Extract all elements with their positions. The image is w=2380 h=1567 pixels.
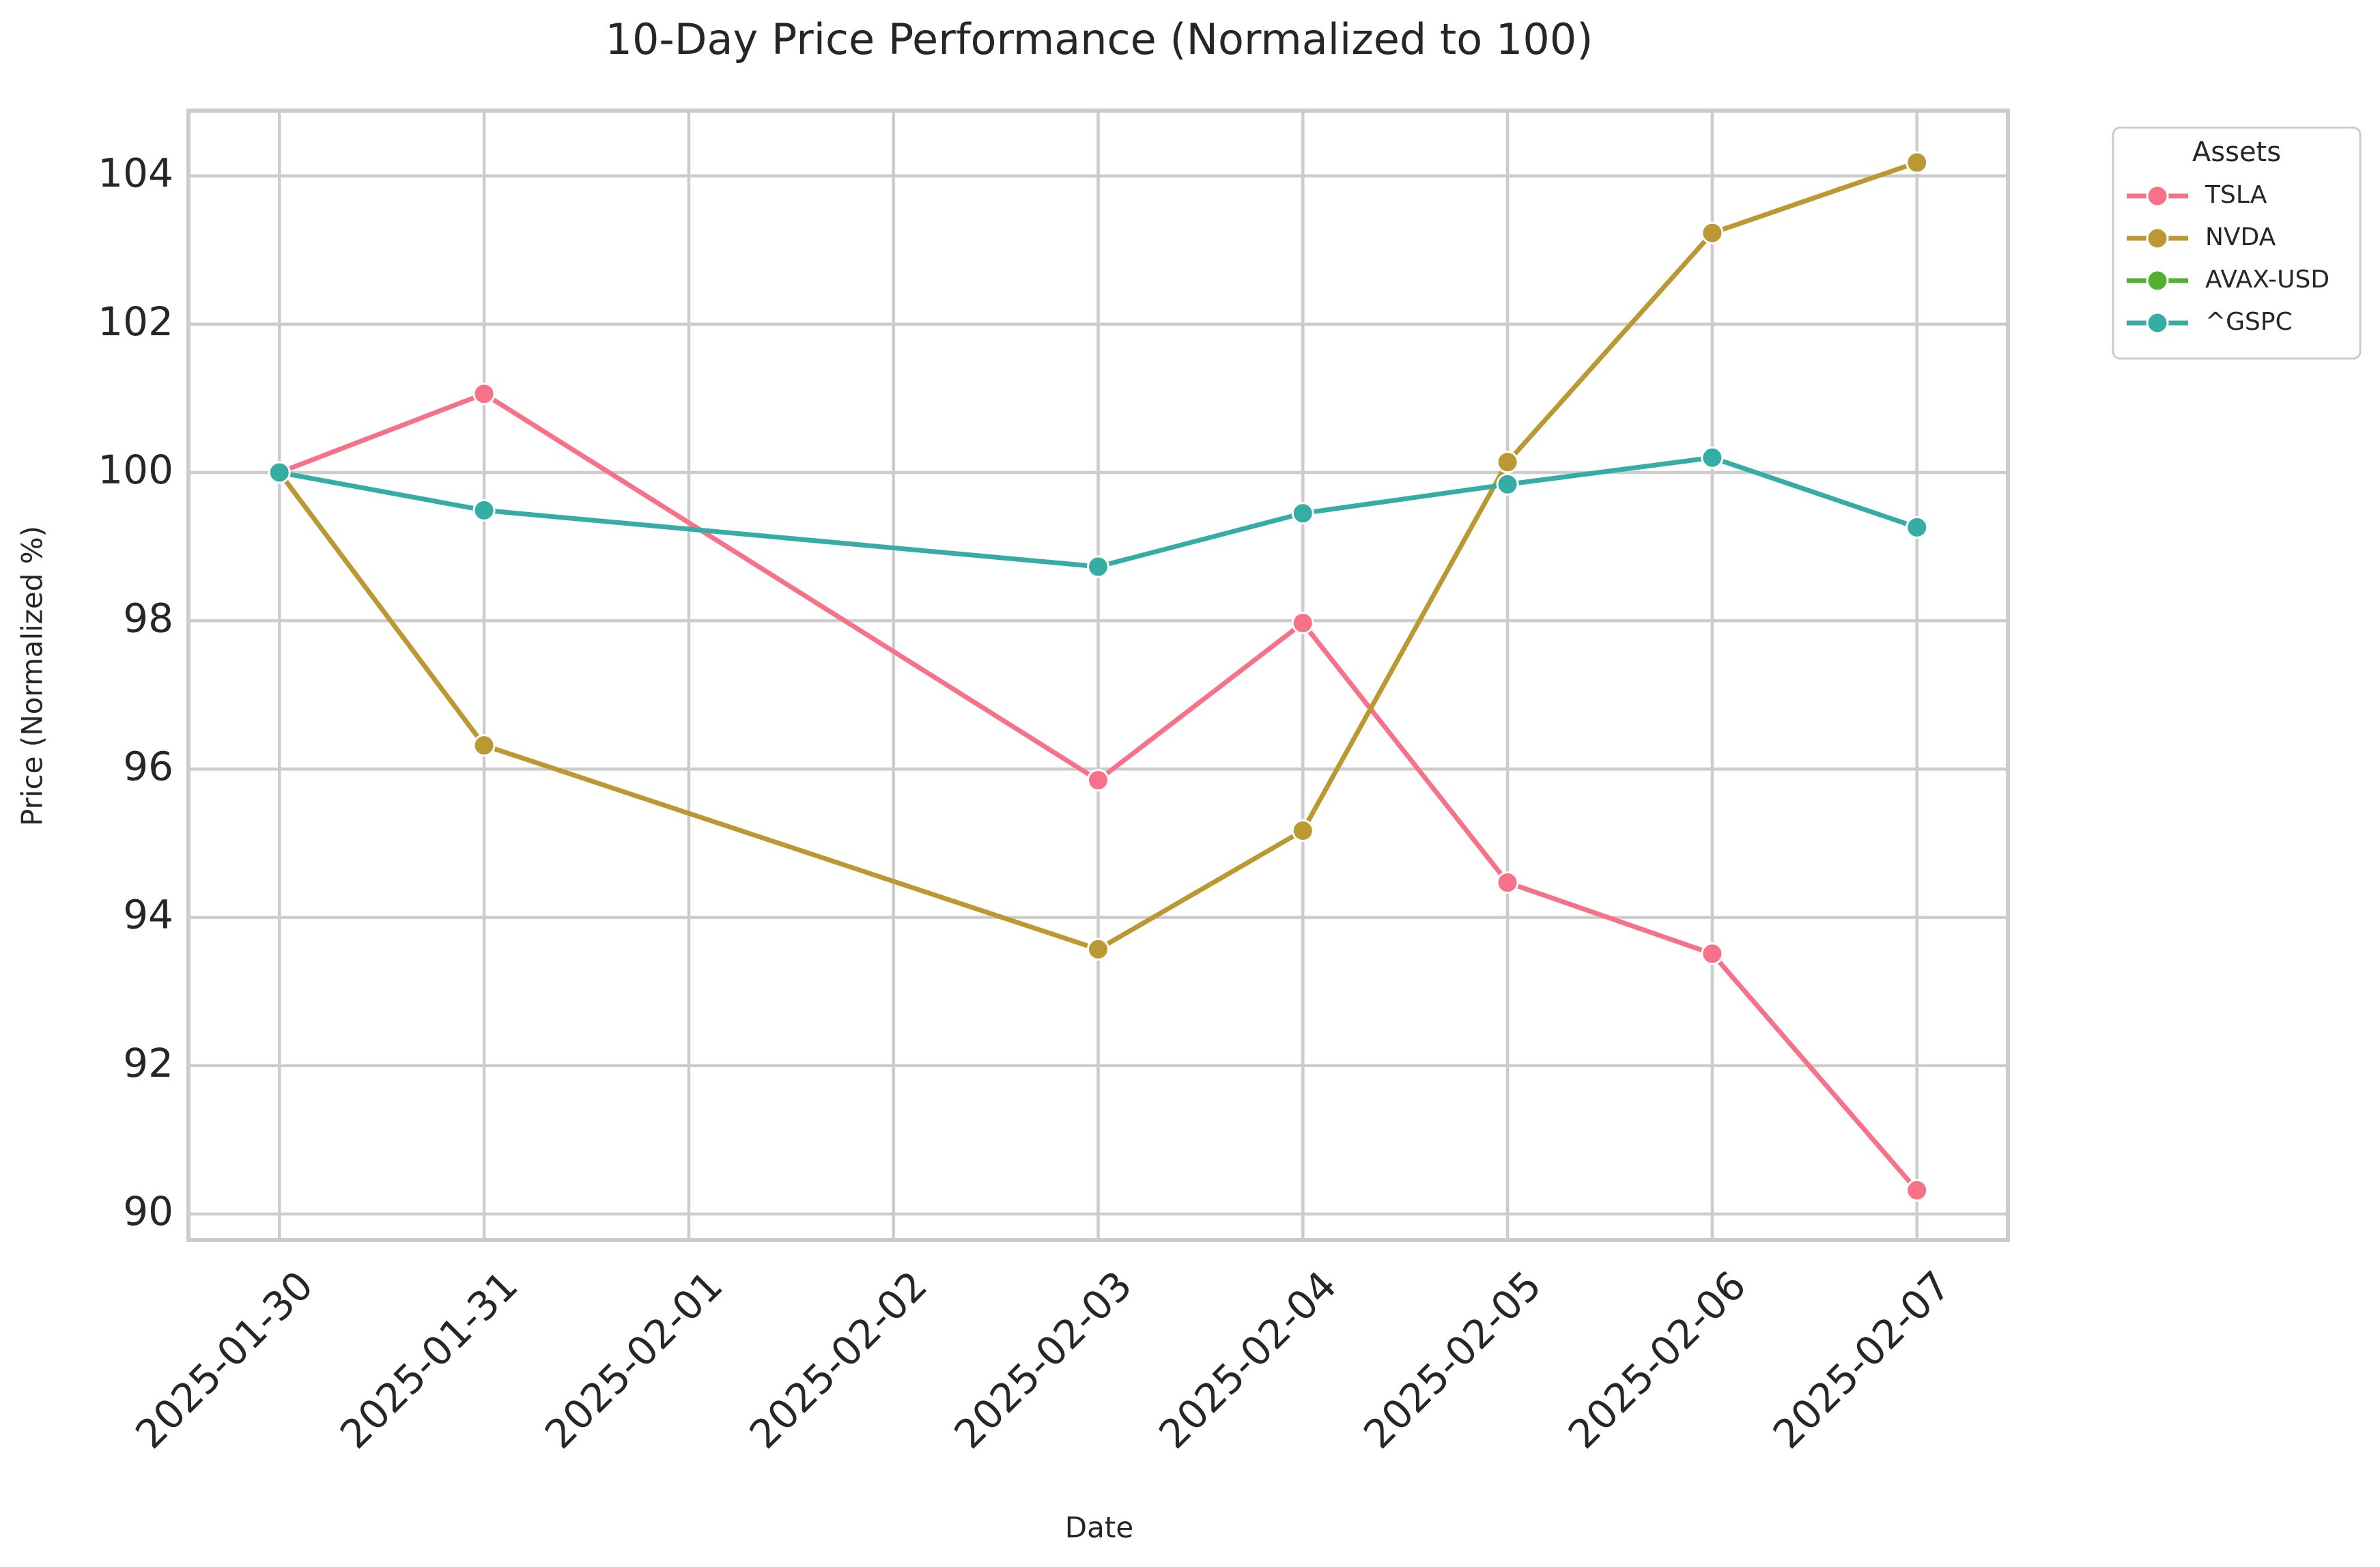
data-point [1701, 221, 1724, 244]
data-point [472, 734, 496, 757]
data-point [472, 498, 496, 522]
x-axis-label: Date [1065, 1511, 1133, 1544]
y-tick-label: 100 [98, 447, 173, 493]
data-point [1087, 555, 1109, 578]
data-point [1701, 942, 1724, 965]
chart-title: 10-Day Price Performance (Normalized to … [606, 14, 1593, 64]
data-point [1291, 502, 1314, 525]
data-point [1087, 769, 1109, 792]
y-tick-label: 90 [123, 1188, 173, 1234]
axes-frame [186, 109, 2010, 1242]
data-point [1291, 611, 1314, 634]
legend-marker [2146, 227, 2169, 250]
legend-marker [2146, 184, 2169, 208]
y-tick-label: 94 [123, 892, 173, 938]
data-point [1701, 446, 1724, 469]
legend-label: ^GSPC [2205, 308, 2293, 336]
y-tick-label: 98 [123, 595, 173, 641]
data-point [268, 461, 291, 484]
y-tick-label: 104 [98, 150, 173, 197]
data-point [1906, 151, 1929, 174]
data-point [472, 382, 496, 406]
data-point [1087, 937, 1109, 961]
y-tick-label: 102 [98, 298, 173, 345]
data-point [1906, 1178, 1929, 1202]
legend-marker [2146, 269, 2169, 292]
legend-label: TSLA [2205, 181, 2267, 209]
data-point [1496, 451, 1519, 474]
legend-box [2112, 126, 2362, 360]
legend-marker [2146, 311, 2169, 335]
data-point [1496, 871, 1519, 894]
y-tick-label: 96 [123, 743, 173, 789]
data-point [1496, 472, 1519, 496]
y-axis-label: Price (Normalized %) [16, 526, 49, 826]
data-point [1906, 516, 1929, 539]
legend-label: NVDA [2205, 223, 2276, 251]
data-point [1291, 819, 1314, 843]
y-tick-label: 92 [123, 1040, 173, 1086]
legend-title: Assets [2192, 137, 2281, 168]
legend-label: AVAX-USD [2205, 266, 2329, 294]
